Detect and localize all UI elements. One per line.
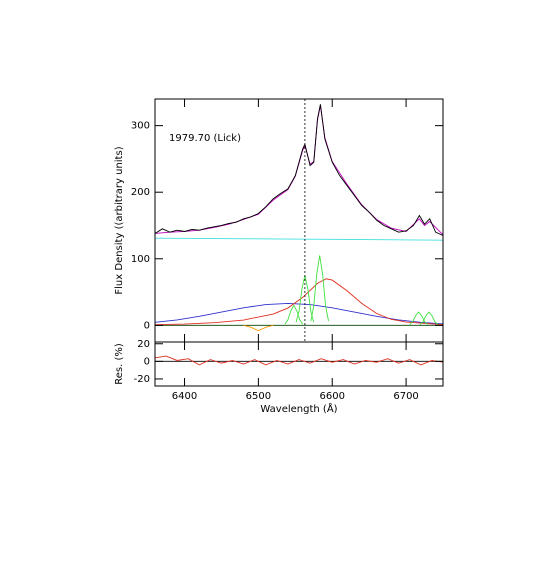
series-line: [310, 255, 329, 322]
series-line: [154, 237, 444, 241]
y-tick-label: -20: [134, 374, 150, 385]
y-tick-label: 300: [131, 121, 150, 132]
series-line: [154, 302, 444, 325]
series-line: [409, 311, 428, 325]
series-line: [284, 304, 304, 325]
plot-frame: [154, 341, 444, 387]
series-line: [154, 355, 444, 366]
y-tick-label: 200: [131, 187, 150, 198]
annotation: 1979.70 (Lick): [169, 133, 241, 144]
series-line: [419, 311, 439, 325]
series-line: [154, 104, 444, 236]
y-tick-label: 0: [144, 356, 150, 367]
x-tick-label: 6600: [320, 391, 345, 402]
series-line: [154, 105, 444, 236]
x-tick-label: 6700: [393, 391, 418, 402]
y-axis-label: Flux Density ((arbitrary units): [114, 146, 125, 294]
x-tick-label: 6400: [172, 391, 197, 402]
y-axis-label: Res. (%): [114, 343, 125, 385]
y-tick-label: 100: [131, 254, 150, 265]
x-axis-label: Wavelength (Å): [260, 402, 337, 415]
y-tick-label: 20: [137, 339, 150, 350]
y-tick-label: 0: [144, 320, 150, 331]
series-line: [154, 278, 444, 326]
x-tick-label: 6500: [246, 391, 271, 402]
series-line: [243, 324, 274, 332]
